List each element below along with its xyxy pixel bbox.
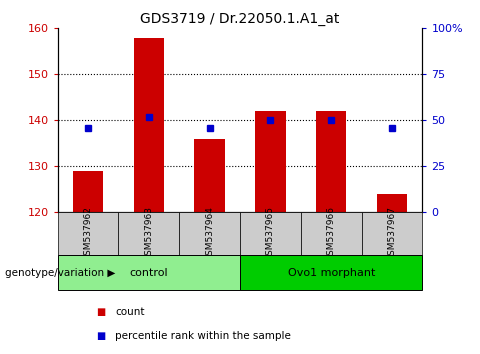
Bar [179, 212, 240, 255]
Text: Ovo1 morphant: Ovo1 morphant [288, 268, 375, 278]
Text: ■: ■ [96, 331, 105, 341]
Bar [301, 212, 361, 255]
Bar [240, 255, 422, 290]
Text: control: control [130, 268, 168, 278]
Bar [316, 111, 347, 212]
Text: GSM537965: GSM537965 [266, 206, 275, 261]
Title: GDS3719 / Dr.22050.1.A1_at: GDS3719 / Dr.22050.1.A1_at [140, 12, 340, 26]
Bar [133, 38, 164, 212]
Bar [361, 212, 422, 255]
Text: percentile rank within the sample: percentile rank within the sample [115, 331, 291, 341]
Bar [73, 171, 103, 212]
Bar [58, 212, 119, 255]
Bar [255, 111, 286, 212]
Text: genotype/variation ▶: genotype/variation ▶ [5, 268, 115, 278]
Text: count: count [115, 307, 144, 316]
Text: GSM537963: GSM537963 [144, 206, 153, 261]
Bar [58, 255, 240, 290]
Bar [240, 212, 301, 255]
Bar [194, 139, 225, 212]
Text: GSM537966: GSM537966 [327, 206, 336, 261]
Text: GSM537964: GSM537964 [205, 206, 214, 261]
Text: GSM537967: GSM537967 [387, 206, 396, 261]
Text: GSM537962: GSM537962 [84, 206, 93, 261]
Text: ■: ■ [96, 307, 105, 316]
Bar [119, 212, 179, 255]
Bar [377, 194, 407, 212]
